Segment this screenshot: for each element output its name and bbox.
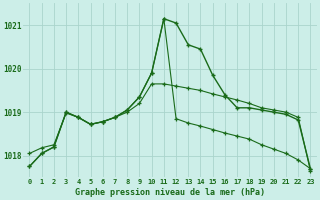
X-axis label: Graphe pression niveau de la mer (hPa): Graphe pression niveau de la mer (hPa) bbox=[75, 188, 265, 197]
